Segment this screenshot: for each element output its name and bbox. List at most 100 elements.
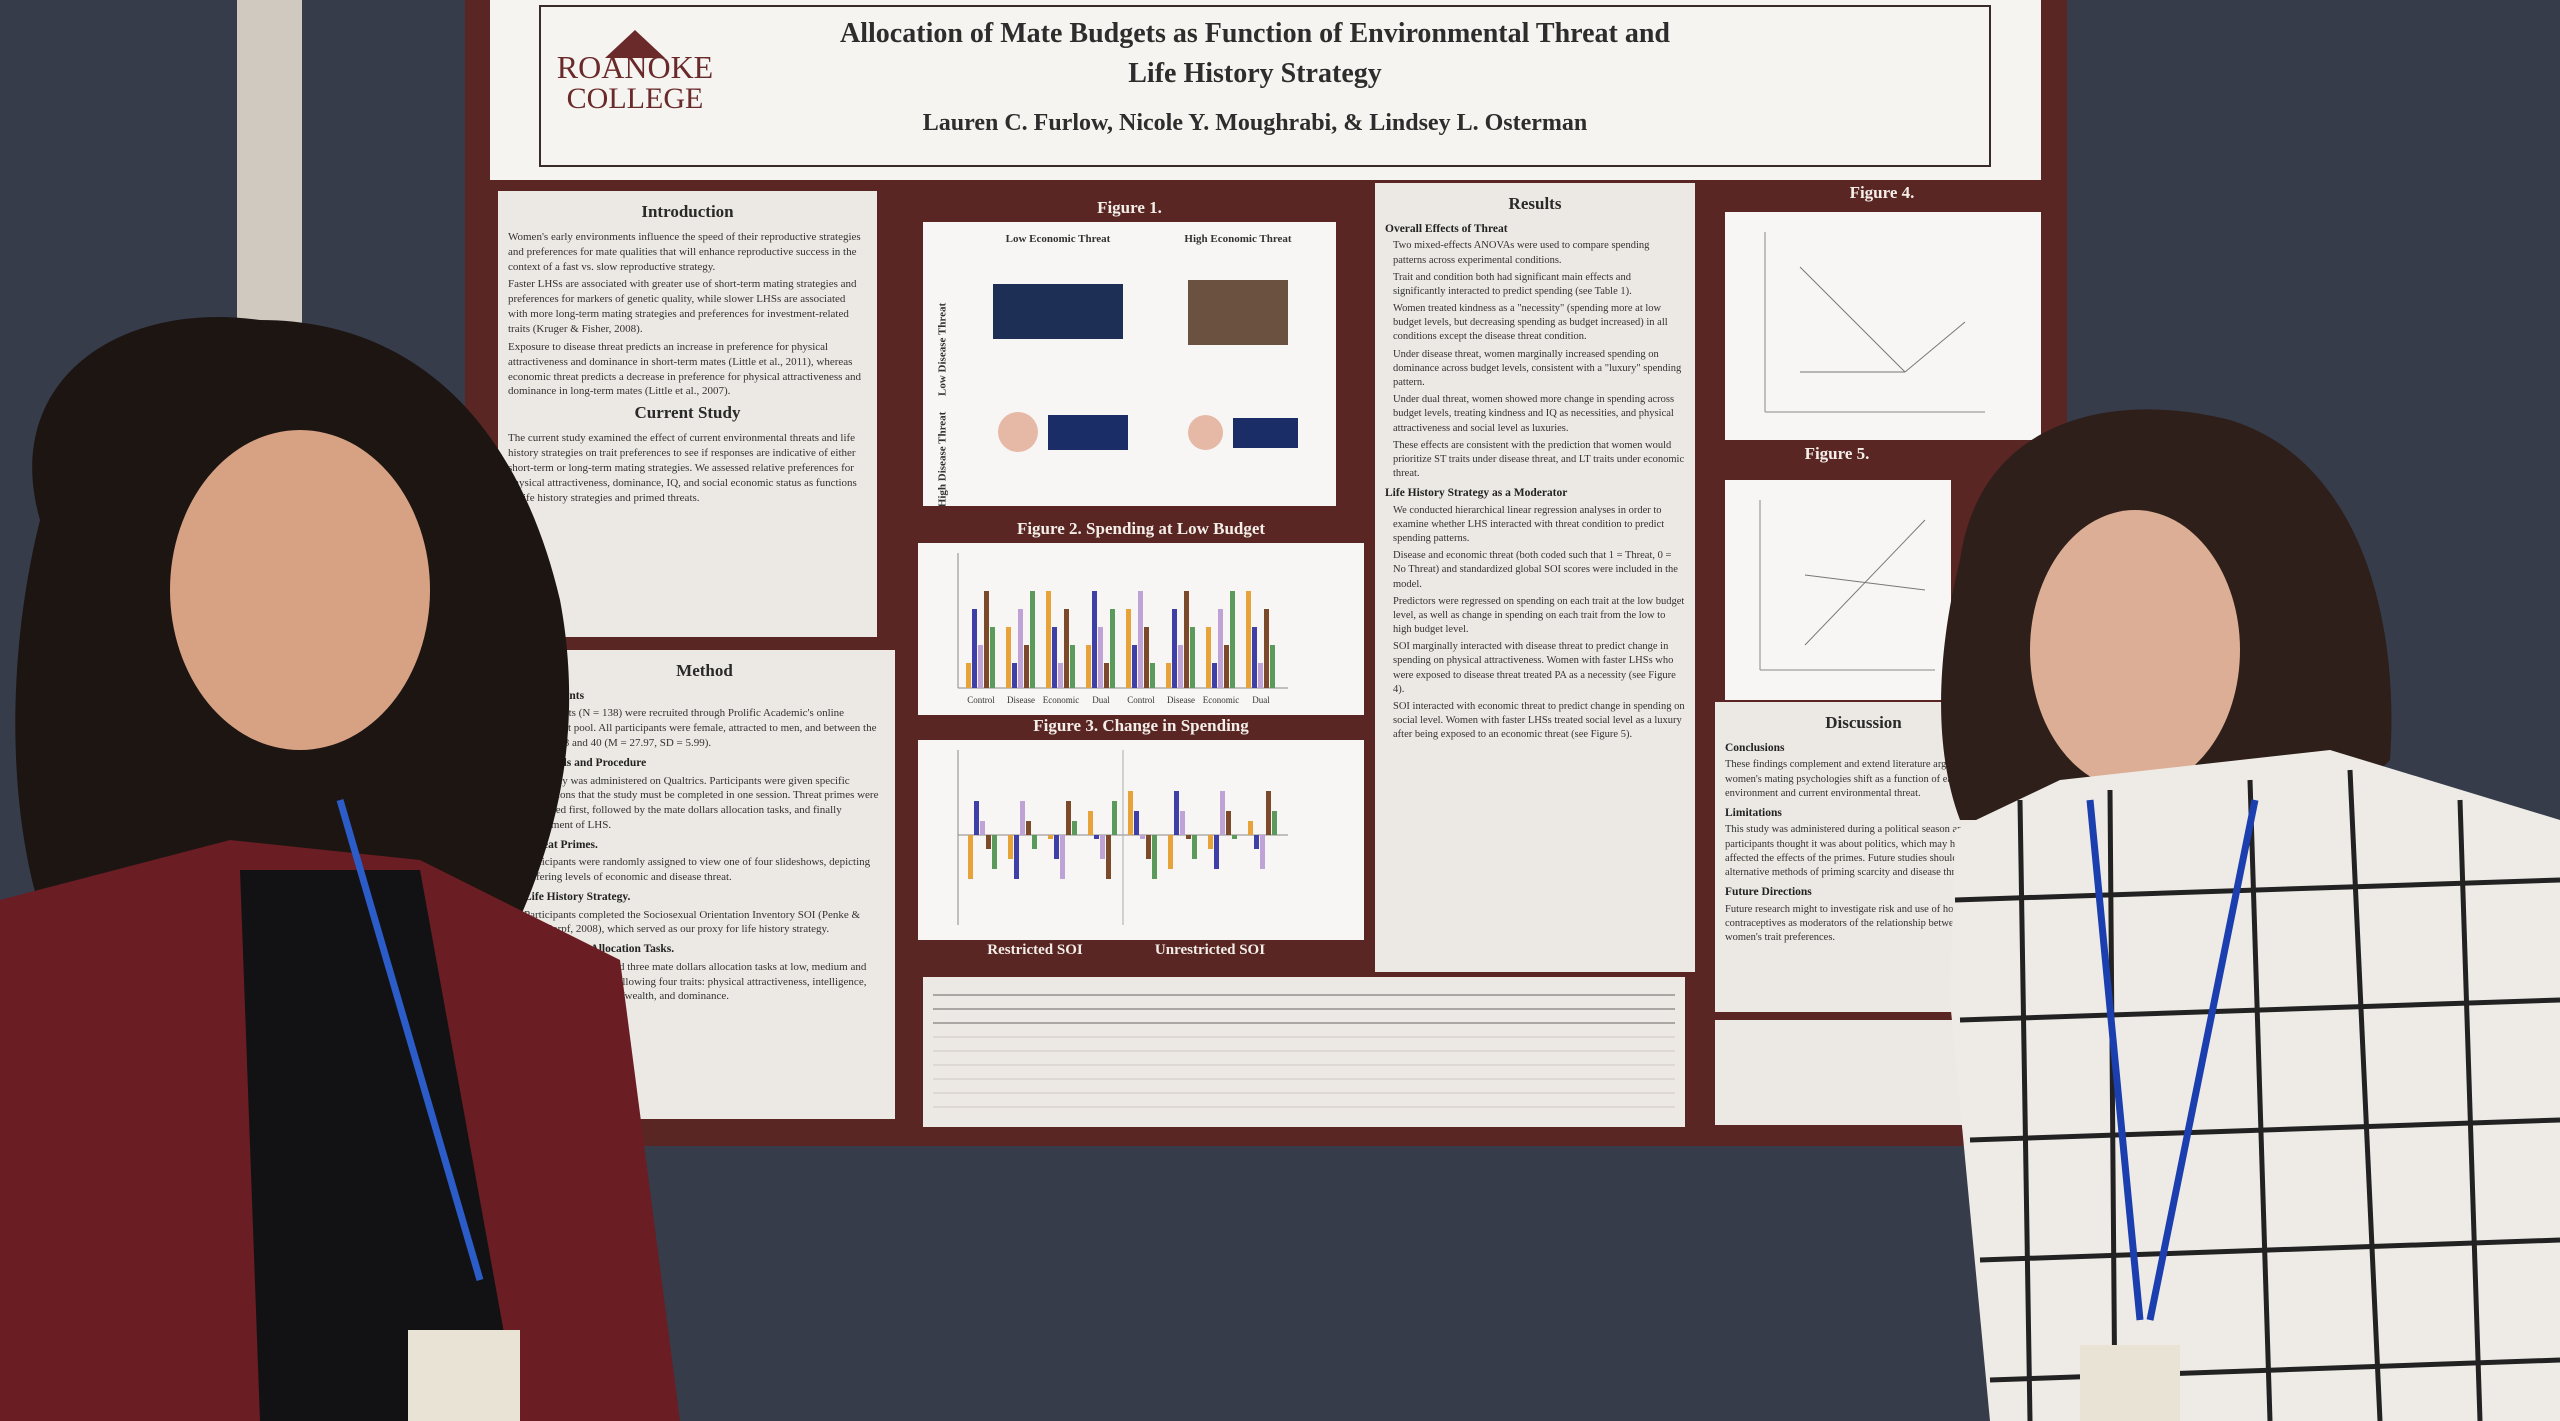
bar-shape — [1208, 835, 1213, 849]
bar-shape — [1106, 835, 1111, 879]
text: This study was administered during a pol… — [1725, 824, 1996, 878]
items: Participants Participants (N = 138) were … — [524, 689, 885, 1004]
bar-shape — [1224, 645, 1229, 688]
figure-title: Figure 3. Change in Spending — [1033, 716, 1249, 735]
bar-shape — [1048, 835, 1053, 839]
group-label: Unrestricted SOI — [1154, 942, 1266, 958]
bullet: These effects are consistent with the pr… — [1393, 439, 1685, 480]
bar-shape — [990, 627, 995, 688]
bar-shape — [966, 663, 971, 688]
category-label: Control — [967, 695, 995, 705]
bar-shape — [1212, 663, 1217, 688]
bar-shape — [1252, 627, 1257, 688]
sections: Conclusions These findings complement and… — [1725, 741, 2002, 945]
image — [1233, 418, 1298, 448]
figure5-plot — [1759, 500, 1935, 671]
bar-shape — [1112, 801, 1117, 835]
bar-shape — [1104, 663, 1109, 688]
category-label: Dual — [1252, 695, 1270, 705]
bar-shape — [1058, 663, 1063, 688]
bar-shape — [1064, 609, 1069, 688]
heading: Discussion — [1825, 713, 1902, 732]
bullet: SOI marginally interacted with disease t… — [1393, 641, 1676, 695]
bullet: SOI interacted with economic threat to p… — [1393, 700, 1685, 741]
bullet: Women treated kindness as a "necessity" … — [1393, 303, 1668, 343]
text: Participants completed the Sociosexual O… — [524, 908, 861, 936]
category-label: Control — [1127, 695, 1155, 705]
text: Participants were randomly assigned to v… — [524, 856, 871, 884]
bar-shape — [1178, 645, 1183, 688]
bar-shape — [1266, 791, 1271, 835]
heading: Current Study — [634, 403, 741, 423]
subheading: Life History Strategy as a Moderator — [1385, 487, 1568, 500]
bar-shape — [1052, 627, 1057, 688]
figure2: Control Disease Economic Dual Control Disease… — [918, 543, 1364, 715]
bullet: Under dual threat, women showed more cha… — [1393, 394, 1675, 434]
bullets: Women's early environments influence the… — [508, 230, 867, 399]
bar-shape — [1232, 835, 1237, 839]
bullet: Faster LHSs are associated with greater … — [508, 278, 857, 335]
image — [993, 284, 1123, 339]
bar-shape — [980, 821, 985, 835]
category-label: Dual — [1092, 695, 1110, 705]
bar-shape — [1094, 835, 1099, 839]
subheading: Life History Strategy. — [524, 891, 631, 904]
figure3 — [918, 740, 1364, 940]
bar-shape — [1272, 811, 1277, 835]
bar-shape — [1072, 821, 1077, 835]
heading: Method — [676, 661, 733, 680]
image — [998, 412, 1038, 452]
authors: Lauren C. Furlow, Nicole Y. Moughrabi, &… — [923, 110, 1587, 136]
bar-shape — [1100, 835, 1105, 859]
category-label: Economic — [1203, 695, 1240, 705]
text: Participants completed three mate dollar… — [524, 960, 867, 1003]
text: These findings complement and extend lit… — [1725, 759, 1984, 799]
title: Life History Strategy — [1128, 58, 1382, 89]
bar-shape — [1144, 627, 1149, 688]
subheading: Overall Effects of Threat — [1385, 222, 1508, 235]
bar-shape — [1264, 609, 1269, 688]
table-lines — [933, 994, 1675, 1108]
bar-shape — [1138, 591, 1143, 688]
subheading: Participants — [524, 689, 585, 702]
bar-shape — [1172, 609, 1177, 688]
bar-shape — [1186, 835, 1191, 839]
text: Future research might to investigate ris… — [1725, 903, 1984, 944]
group-label: Restricted SOI — [987, 942, 1083, 958]
bar-shape — [1260, 835, 1265, 869]
bar-shape — [1030, 591, 1035, 688]
figure1: Low Economic Threat High Economic Threat… — [923, 222, 1336, 506]
bar-shape — [1046, 591, 1051, 688]
bar-shape — [1246, 591, 1251, 688]
bar-shape — [1150, 663, 1155, 688]
bullet: Women's early environments influence the… — [508, 230, 861, 273]
bar-shape — [1214, 835, 1219, 869]
heading: Results — [1508, 194, 1562, 213]
bar-shape — [1192, 835, 1197, 859]
bar-shape — [1168, 835, 1173, 869]
subheading: Future Directions — [1725, 886, 1812, 899]
figure-title: Figure 2. Spending at Low Budget — [1016, 519, 1266, 538]
bar-shape — [1126, 609, 1131, 688]
bar-shape — [1092, 591, 1097, 688]
bar-shape — [1174, 791, 1179, 835]
bar-shape — [1220, 791, 1225, 835]
bar-shape — [1230, 591, 1235, 688]
bar-shape — [1066, 801, 1071, 835]
bar-shape — [992, 835, 997, 869]
logo-icon — [605, 30, 665, 58]
heading: Introduction — [641, 202, 734, 221]
bar-shape — [1258, 663, 1263, 688]
bar-shape — [978, 645, 983, 688]
category-label: Disease — [1167, 695, 1195, 705]
bar-shape — [1054, 835, 1059, 859]
bar-shape — [1128, 791, 1133, 835]
subheading: Mate Dollars Allocation Tasks. — [524, 943, 675, 956]
subheading: Limitations — [1725, 806, 1782, 819]
bullet: We conducted hierarchical linear regress… — [1393, 504, 1665, 545]
bar-shape — [1184, 591, 1189, 688]
bar-shape — [986, 835, 991, 849]
header — [490, 0, 2041, 180]
row-label: Low Disease Threat — [936, 302, 949, 396]
bar-shape — [972, 609, 977, 688]
